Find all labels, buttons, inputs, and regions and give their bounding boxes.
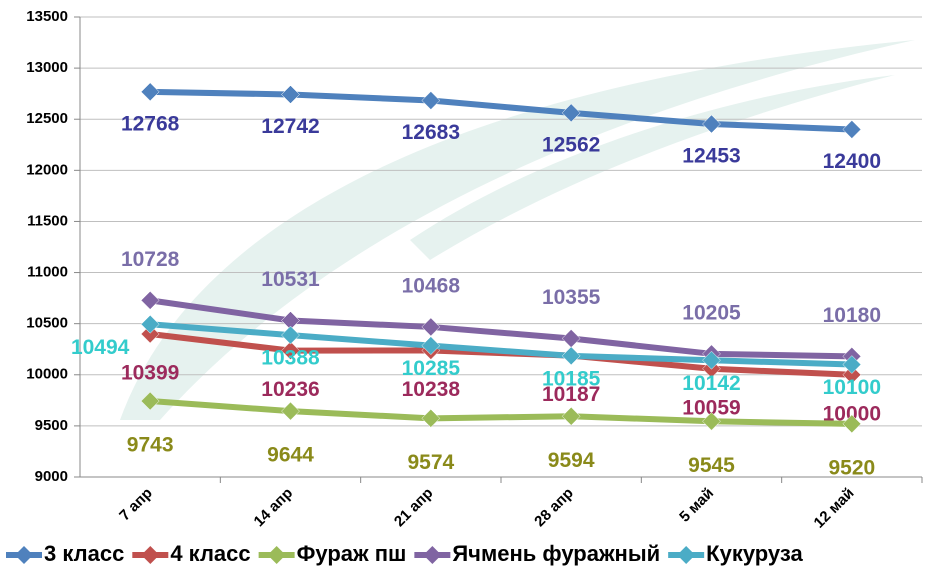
point (421, 336, 441, 355)
y-tick-label: 10500 (26, 315, 68, 332)
x-tick-label: 7 апр (116, 485, 156, 525)
data-label: 10180 (823, 304, 881, 327)
point (561, 346, 581, 366)
series-line (149, 297, 852, 360)
watermark (120, 40, 915, 420)
data-label: 10000 (823, 402, 881, 425)
y-tick-label: 9500 (35, 417, 68, 434)
data-label: 12453 (682, 145, 740, 168)
legend-marker (677, 546, 696, 564)
legend-label: Ячмень фуражный (452, 541, 660, 566)
data-label: 9545 (688, 454, 735, 477)
x-tick-label: 5 май (676, 485, 717, 526)
point (561, 103, 581, 123)
y-tick-label: 12500 (26, 110, 68, 127)
legend-label: 4 класс (170, 541, 250, 566)
point (421, 317, 441, 337)
point (140, 82, 160, 102)
point (140, 391, 160, 411)
data-label: 10236 (261, 378, 319, 401)
point (842, 414, 862, 434)
data-label: 10238 (402, 378, 461, 401)
data-label: 12400 (823, 150, 881, 173)
data-label: 10142 (682, 372, 740, 395)
point (421, 91, 441, 110)
point (140, 324, 160, 344)
data-label: 9574 (407, 451, 454, 474)
point (421, 408, 441, 428)
point (140, 314, 160, 334)
data-label: 10728 (121, 248, 180, 271)
series-line (149, 321, 852, 368)
legend-item: Фураж пш (258, 541, 407, 566)
x-tick-label: 28 апр (531, 485, 577, 531)
legend-item: Кукуруза (668, 541, 804, 566)
data-label: 10355 (542, 286, 601, 309)
x-tick-label: 12 май (811, 485, 858, 532)
data-label: 10100 (823, 376, 881, 399)
point (702, 350, 721, 370)
point (281, 85, 300, 104)
point (702, 411, 721, 431)
data-label: 10185 (542, 367, 601, 390)
data-label: 10205 (682, 301, 741, 324)
data-label: 12683 (402, 121, 460, 144)
legend-label: Кукуруза (706, 541, 803, 566)
data-label: 9743 (127, 434, 174, 457)
y-tick-label: 10000 (26, 366, 68, 383)
data-label: 9520 (828, 456, 875, 479)
data-label: 10187 (542, 383, 600, 406)
legend-item: Ячмень фуражный (414, 541, 660, 566)
series-line (150, 88, 852, 133)
y-tick-label: 9000 (35, 468, 68, 485)
legend-label: 3 класс (44, 541, 124, 566)
point (140, 291, 160, 310)
data-label: 12742 (261, 115, 319, 138)
point (702, 114, 721, 134)
legend-item: 4 класс (132, 541, 251, 566)
data-label: 10285 (402, 357, 461, 380)
data-label: 10468 (402, 274, 461, 297)
data-label: 9594 (548, 449, 595, 472)
point (842, 355, 862, 374)
y-tick-label: 12000 (26, 161, 68, 178)
x-tick-label: 21 апр (391, 485, 437, 531)
data-label: 12768 (121, 112, 180, 135)
legend-marker (423, 546, 442, 564)
y-tick-label: 11000 (27, 264, 68, 281)
series-line (149, 398, 852, 427)
x-tick-label: 14 апр (251, 485, 297, 531)
data-label: 9644 (267, 444, 314, 467)
data-label: 10059 (682, 396, 740, 419)
data-label: 12562 (542, 133, 600, 156)
legend-item: 3 класс (6, 541, 124, 566)
legend-marker (15, 546, 33, 564)
legend-marker (267, 546, 286, 564)
point (281, 325, 300, 345)
point (281, 401, 300, 421)
data-label: 10531 (261, 268, 320, 291)
y-tick-label: 13000 (26, 59, 68, 76)
watermark (410, 75, 895, 260)
data-label: 10494 (71, 336, 130, 359)
point (281, 341, 300, 361)
data-label: 10399 (121, 362, 179, 385)
point (561, 329, 581, 348)
y-tick-label: 11500 (27, 212, 68, 229)
point (842, 365, 862, 385)
y-tick-label: 13500 (26, 8, 68, 25)
legend-label: Фураж пш (297, 541, 407, 566)
point (561, 406, 581, 426)
legend-marker (141, 546, 160, 564)
point (842, 120, 862, 139)
data-label: 10388 (261, 347, 320, 370)
